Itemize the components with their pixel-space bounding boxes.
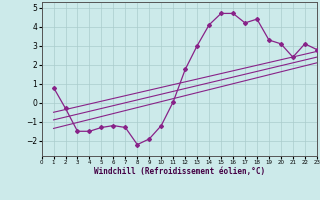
X-axis label: Windchill (Refroidissement éolien,°C): Windchill (Refroidissement éolien,°C) (94, 167, 265, 176)
